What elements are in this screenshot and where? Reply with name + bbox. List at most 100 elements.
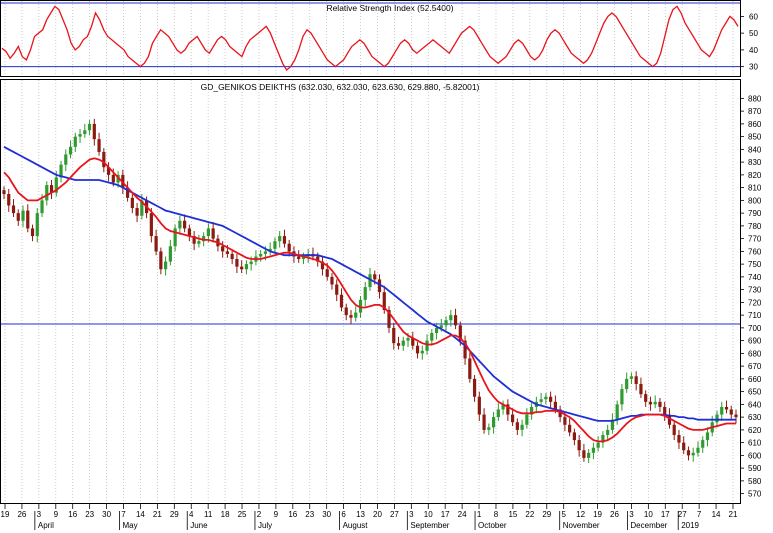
x-month-label: November	[563, 521, 600, 530]
candle-body	[392, 327, 396, 344]
candle-body	[487, 427, 491, 430]
candle-body	[149, 213, 153, 237]
candle-body	[259, 253, 263, 257]
candle-body	[78, 134, 82, 137]
candle-body	[401, 340, 405, 346]
price-title: GD_GENIKOS DEIKTHS (632.030, 632.030, 62…	[201, 82, 480, 92]
candle-body	[263, 251, 268, 254]
candle-body	[734, 414, 738, 418]
candle-body	[7, 194, 11, 206]
candle-body	[21, 210, 25, 221]
candle-body	[154, 236, 158, 252]
candle-body	[178, 220, 182, 229]
x-month-label: October	[478, 521, 507, 530]
candle-body	[515, 422, 519, 430]
x-day-label: 17	[441, 510, 450, 519]
x-day-label: 6	[341, 510, 346, 519]
candle-body	[610, 419, 615, 430]
candle-body	[677, 434, 681, 443]
x-day-label: 8	[494, 510, 499, 519]
rsi-tick-label: 40	[749, 46, 758, 55]
candle-body	[415, 345, 420, 354]
price-tick-label: 800	[748, 196, 762, 205]
rsi-line	[1, 5, 739, 71]
candle-body	[439, 325, 443, 328]
candle-body	[230, 253, 234, 260]
price-tick-label: 810	[748, 184, 762, 193]
candle-body	[715, 414, 719, 423]
candle-body	[539, 399, 543, 402]
price-tick-label: 590	[748, 464, 762, 473]
candle-body	[672, 424, 676, 435]
candle-body	[221, 246, 225, 252]
x-day-label: 19	[593, 510, 602, 519]
x-day-label: 27	[390, 510, 399, 519]
candle-body	[639, 383, 643, 395]
price-tick-label: 680	[748, 349, 762, 358]
candle-body	[591, 447, 596, 453]
candle-body	[49, 185, 54, 193]
x-day-label: 12	[576, 510, 585, 519]
x-day-label: 9	[274, 510, 279, 519]
candle-body	[316, 256, 320, 262]
candle-body	[663, 406, 667, 415]
candle-body	[135, 208, 139, 216]
candle-body	[373, 274, 377, 280]
x-day-label: 3	[629, 510, 634, 519]
x-day-label: 29	[170, 510, 179, 519]
price-tick-label: 690	[748, 337, 762, 346]
candle-body	[724, 406, 729, 410]
price-tick-label: 570	[748, 490, 762, 499]
price-tick-label: 610	[748, 439, 762, 448]
candle-body	[64, 154, 68, 165]
candle-body	[168, 246, 172, 262]
price-tick-label: 840	[748, 145, 762, 154]
candle-body	[54, 177, 58, 193]
price-tick-label: 770	[748, 235, 762, 244]
price-tick-label: 730	[748, 286, 762, 295]
x-month-label: 2019	[681, 521, 699, 530]
x-day-label: 26	[610, 510, 619, 519]
candle-body	[411, 338, 415, 346]
x-day-label: 10	[644, 510, 653, 519]
price-tick-label: 750	[748, 260, 762, 269]
candle-body	[601, 434, 605, 443]
candle-body	[211, 228, 215, 239]
candle-body	[406, 338, 410, 341]
candle-body	[696, 447, 700, 453]
x-day-label: 16	[68, 510, 77, 519]
candle-body	[558, 409, 562, 418]
candle-body	[425, 340, 429, 351]
candle-body	[97, 139, 101, 152]
candle-body	[273, 241, 277, 249]
candle-body	[125, 187, 130, 198]
x-day-label: 13	[356, 510, 365, 519]
x-day-label: 3	[409, 510, 414, 519]
candle-body	[525, 414, 529, 425]
price-tick-label: 780	[748, 222, 762, 231]
candle-body	[344, 307, 348, 316]
candle-body	[225, 251, 230, 254]
candle-body	[197, 241, 201, 244]
price-tick-label: 820	[748, 171, 762, 180]
candle-body	[40, 200, 44, 214]
candle-body	[729, 409, 733, 415]
x-day-label: 9	[54, 510, 59, 519]
candle-body	[106, 167, 111, 175]
x-day-label: 14	[712, 510, 721, 519]
x-day-label: 18	[221, 510, 230, 519]
x-month-label: September	[410, 521, 449, 530]
candle-body	[278, 236, 282, 242]
candle-body	[335, 284, 339, 295]
price-tick-label: 710	[748, 311, 762, 320]
x-day-label: 25	[238, 510, 247, 519]
x-month-label: July	[258, 521, 272, 530]
x-day-label: 16	[288, 510, 297, 519]
x-day-label: 27	[678, 510, 687, 519]
x-day-label: 14	[136, 510, 145, 519]
candle-body	[549, 396, 553, 402]
candle-body	[453, 315, 458, 326]
candle-body	[282, 236, 287, 244]
